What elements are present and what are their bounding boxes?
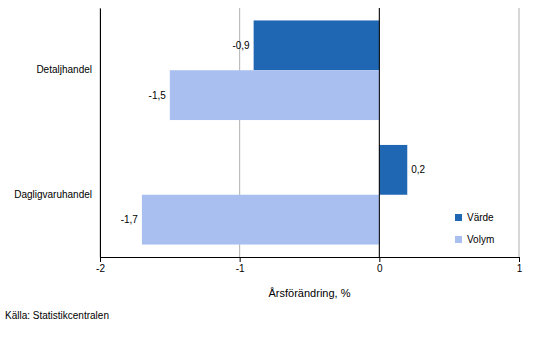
tick: -2	[96, 257, 105, 274]
legend-item: Värde	[455, 212, 494, 223]
chart: -0,9 0,2 -1,5 -1,7 -2 -1 0 1 Detaljhandel Dagligv…	[0, 0, 533, 359]
tick-label: -1	[236, 263, 245, 274]
axis-line	[100, 9, 101, 258]
tick: Dagligvaruhandel	[14, 189, 100, 200]
category-label: Detaljhandel	[36, 64, 92, 75]
tick-mark	[240, 257, 241, 262]
x-axis-title: Årsförändring, %	[269, 287, 351, 299]
y-axis: Detaljhandel Dagligvaruhandel	[14, 9, 100, 258]
tick-mark	[519, 257, 520, 262]
data-label: -1,5	[149, 90, 167, 101]
legend-label: Volym	[467, 234, 494, 245]
legend: Värde Volym	[455, 212, 494, 245]
tick-mark	[379, 257, 380, 262]
bars	[142, 20, 407, 244]
bar	[142, 195, 379, 245]
tick: Detaljhandel	[36, 64, 100, 75]
tick: -1	[236, 257, 245, 274]
legend-swatch	[455, 236, 462, 243]
grid	[100, 8, 519, 257]
tick-label: 0	[377, 263, 383, 274]
tick-mark	[100, 257, 101, 262]
bar	[170, 70, 380, 120]
axis-line	[101, 258, 520, 263]
bar	[254, 20, 380, 70]
tick: 0	[377, 257, 383, 274]
category-label: Dagligvaruhandel	[14, 189, 92, 200]
legend-label: Värde	[467, 212, 494, 223]
tick-label: 1	[517, 263, 523, 274]
data-label: -0,9	[232, 40, 250, 51]
grid-line	[100, 8, 101, 257]
grid-line	[519, 8, 520, 257]
legend-swatch	[455, 214, 462, 221]
bar	[379, 145, 407, 195]
tick: 1	[517, 257, 523, 274]
annotation: Källa: Statistikcentralen	[5, 310, 109, 321]
x-axis: -2 -1 0 1	[96, 257, 523, 274]
zero-line	[379, 8, 380, 257]
data-label: -1,7	[121, 214, 139, 225]
grid-line	[379, 8, 380, 257]
legend-item: Volym	[455, 234, 494, 245]
data-labels: -0,9 0,2 -1,5 -1,7	[121, 40, 426, 225]
tick-label: -2	[96, 263, 105, 274]
data-label: 0,2	[411, 164, 425, 175]
plot: -0,9 0,2 -1,5 -1,7 -2 -1 0 1 Detaljhandel Dagligv…	[14, 8, 523, 274]
